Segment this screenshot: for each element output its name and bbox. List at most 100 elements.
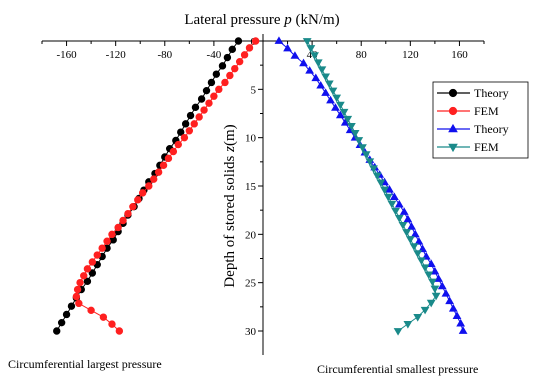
data-point — [228, 45, 237, 54]
data-point — [159, 161, 168, 170]
data-point — [383, 193, 393, 202]
data-point — [190, 120, 198, 128]
data-point — [316, 80, 326, 89]
data-point — [361, 151, 371, 159]
data-point — [317, 66, 327, 75]
y-tick-label: 5 — [251, 84, 257, 96]
data-point — [448, 123, 458, 133]
annotation-smallest: Circumferential smallest pressure — [317, 362, 478, 376]
data-point — [403, 214, 413, 223]
data-point — [185, 127, 194, 135]
data-point — [394, 199, 404, 208]
legend-box — [432, 81, 529, 159]
data-point — [93, 251, 101, 259]
y-tick-label: 10 — [245, 133, 257, 145]
data-point — [174, 140, 182, 149]
data-point — [354, 137, 364, 145]
data-point — [448, 303, 458, 312]
legend-items: Theory FEM Theory FEM — [437, 86, 509, 154]
data-point — [164, 154, 173, 163]
data-point — [231, 64, 239, 73]
data-point — [154, 168, 163, 176]
y-tick-label: 25 — [245, 278, 257, 290]
data-point — [343, 115, 353, 124]
data-point — [387, 200, 397, 209]
data-point — [88, 258, 97, 266]
data-point — [394, 214, 404, 223]
data-point — [108, 320, 116, 328]
data-point — [145, 182, 153, 190]
data-point — [426, 259, 436, 268]
data-point — [420, 264, 430, 272]
data-point — [138, 189, 147, 197]
data-point — [305, 66, 315, 74]
data-point — [347, 122, 356, 131]
data-point — [283, 43, 292, 52]
data-point — [299, 58, 308, 67]
data-point — [448, 88, 458, 98]
data-point — [99, 313, 108, 321]
data-point — [240, 51, 249, 59]
data-point — [350, 130, 360, 138]
data-point — [215, 85, 223, 94]
data-point — [321, 73, 331, 82]
legend-label: FEM — [474, 104, 499, 118]
data-point — [456, 318, 466, 327]
data-point — [328, 87, 338, 96]
data-point — [108, 230, 116, 239]
data-point — [413, 313, 423, 322]
data-point — [321, 88, 331, 96]
data-point — [302, 38, 312, 46]
data-point — [134, 196, 142, 204]
data-point — [424, 271, 434, 280]
data-point — [426, 299, 436, 308]
data-point — [311, 73, 321, 82]
x-tick-label: -160 — [56, 49, 77, 61]
data-point — [200, 106, 208, 114]
data-point — [150, 175, 158, 183]
y-tick-label: 15 — [245, 181, 257, 193]
data-point — [83, 265, 92, 273]
data-point — [72, 292, 81, 301]
x-tick-label: 120 — [402, 49, 419, 61]
data-point — [399, 207, 409, 215]
series-line — [306, 40, 437, 332]
data-point — [434, 274, 443, 282]
data-point — [57, 318, 66, 327]
data-point — [393, 328, 403, 336]
data-point — [73, 285, 82, 294]
data-point — [339, 108, 349, 117]
y-tick-label: 20 — [245, 229, 257, 241]
data-point — [76, 278, 84, 287]
data-point — [234, 37, 243, 45]
data-point — [398, 221, 408, 230]
data-point — [195, 113, 203, 121]
data-point — [191, 103, 200, 112]
series-line — [278, 40, 464, 332]
series-2 — [72, 37, 260, 335]
legend: Theory FEM Theory FEM — [432, 81, 529, 159]
data-point — [205, 99, 213, 107]
data-point — [88, 269, 97, 277]
data-point — [313, 59, 323, 67]
x-tick-label: 80 — [356, 49, 368, 61]
data-point — [437, 281, 447, 290]
legend-item-1: Theory — [437, 86, 509, 100]
data-point — [405, 236, 415, 244]
data-point — [452, 311, 462, 320]
data-point — [87, 306, 95, 315]
data-point — [358, 144, 367, 152]
data-point — [207, 78, 216, 87]
y-axis-label: Depth of stored solids z(m) — [222, 124, 238, 287]
data-point — [210, 92, 218, 100]
y-tick-label: 30 — [245, 326, 257, 338]
data-point — [53, 327, 61, 335]
data-point — [98, 244, 106, 252]
x-tick-label: -40 — [207, 49, 222, 61]
data-point — [420, 306, 430, 315]
data-point — [430, 266, 440, 275]
data-point — [218, 62, 227, 70]
legend-label: FEM — [474, 140, 499, 154]
data-point — [226, 71, 234, 80]
